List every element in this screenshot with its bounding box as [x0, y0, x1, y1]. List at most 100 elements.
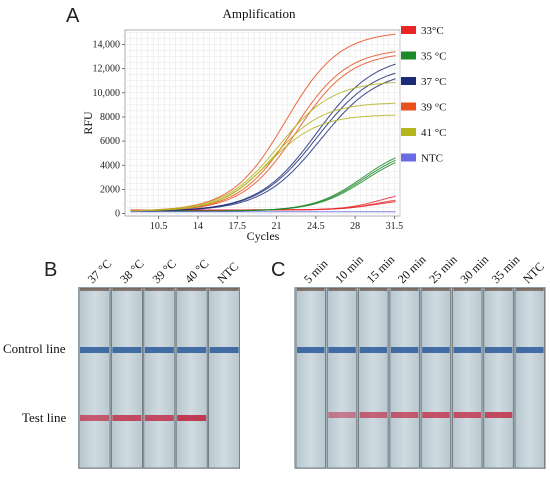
control-line [80, 347, 109, 353]
strip-top-edge [484, 288, 513, 291]
column-label: NTC [214, 259, 241, 286]
test-strip [358, 287, 389, 469]
control-line [209, 347, 239, 353]
column-label: 25 min [426, 252, 460, 286]
panel-a: A Amplification 10.5 14 17.5 21 24.5 28 31.5 0… [66, 5, 447, 243]
test-line [177, 415, 207, 421]
x-tick-label: 28 [350, 221, 360, 232]
legend-swatch [401, 153, 416, 162]
y-tick-label: 2000 [100, 184, 120, 195]
chart-title: Amplification [223, 6, 296, 21]
test-strip [420, 287, 452, 469]
strip-top-edge [359, 288, 388, 291]
test-strip [326, 287, 358, 469]
test-line [484, 412, 513, 418]
strip-top-edge [453, 288, 481, 291]
strip-top-edge [80, 288, 109, 291]
legend-label: NTC [421, 153, 443, 165]
column-label: 39 °C [150, 257, 180, 287]
test-line [144, 415, 174, 421]
plot-area: 10.5 14 17.5 21 24.5 28 31.5 0 2000 4000 6000 8000… [93, 29, 403, 232]
control-line [484, 347, 513, 353]
strip-top-edge [422, 288, 450, 291]
test-line [328, 412, 356, 418]
test-line [390, 412, 419, 418]
grid [125, 30, 401, 216]
test-line [453, 412, 481, 418]
y-axis: 0 2000 4000 6000 8000 10,000 12,000 14,000 [93, 39, 125, 220]
legend: 33°C 35 °C 37 °C 39 °C 41 °C NTC [401, 25, 447, 165]
column-label: 15 min [364, 252, 398, 286]
test-line [112, 415, 142, 421]
strip-top-edge [328, 288, 356, 291]
y-tick-label: 6000 [100, 136, 120, 147]
strip-top-edge [144, 288, 174, 291]
test-strip [514, 287, 545, 469]
curves [130, 33, 396, 213]
test-strip [452, 287, 483, 469]
x-tick-label: 10.5 [150, 221, 168, 232]
control-line [359, 347, 388, 353]
column-label: 40 °C [182, 257, 212, 287]
legend-swatch [401, 128, 416, 136]
control-line [453, 347, 481, 353]
strip-top-edge [209, 288, 239, 291]
control-line-label: Control line [3, 341, 66, 356]
control-line [516, 347, 544, 353]
y-tick-label: 12,000 [93, 64, 121, 75]
column-label: 20 min [395, 252, 429, 286]
control-line [390, 347, 419, 353]
y-tick-label: 4000 [100, 160, 120, 171]
x-tick-label: 24.5 [307, 221, 325, 232]
test-line [359, 412, 388, 418]
y-axis-label: RFU [81, 111, 95, 135]
test-strip [111, 287, 143, 469]
column-label: 5 min [301, 257, 330, 286]
legend-swatch [401, 77, 416, 85]
strip-top-edge [177, 288, 207, 291]
y-tick-label: 8000 [100, 112, 120, 123]
y-tick-label: 0 [115, 209, 120, 220]
control-line [328, 347, 356, 353]
control-line [112, 347, 142, 353]
legend-label: 37 °C [421, 76, 447, 88]
x-tick-label: 17.5 [228, 221, 246, 232]
control-line [177, 347, 207, 353]
legend-label: 33°C [421, 25, 444, 37]
y-tick-label: 14,000 [93, 39, 121, 50]
test-strip [208, 287, 241, 469]
test-line [80, 415, 109, 421]
x-tick-label: 21 [272, 221, 282, 232]
column-label: 10 min [332, 252, 366, 286]
legend-label: 35 °C [421, 51, 447, 63]
test-line [422, 412, 450, 418]
curve [130, 162, 396, 212]
strip-top-edge [516, 288, 544, 291]
test-strip [389, 287, 420, 469]
test-line-label: Test line [22, 410, 66, 425]
column-label: 37 °C [85, 257, 115, 287]
legend-swatch [401, 51, 416, 60]
test-strip [78, 287, 111, 469]
panel-b-letter: B [44, 259, 57, 281]
legend-swatch [401, 26, 416, 34]
column-label: NTC [520, 259, 547, 286]
legend-label: 39 °C [421, 102, 447, 114]
control-line [144, 347, 174, 353]
column-label: 38 °C [117, 257, 147, 287]
test-strip [295, 287, 326, 469]
legend-label: 41 °C [421, 127, 447, 139]
x-tick-label: 14 [193, 221, 203, 232]
control-line [422, 347, 450, 353]
curve [130, 78, 396, 212]
strip-top-edge [297, 288, 325, 291]
test-strip [175, 287, 208, 469]
legend-swatch [401, 102, 416, 111]
curve [130, 81, 396, 212]
test-strip [483, 287, 514, 469]
x-axis-label: Cycles [247, 229, 280, 243]
column-label: 35 min [489, 252, 523, 286]
column-labels-b: 37 °C 38 °C 39 °C 40 °C NTC [85, 257, 241, 287]
